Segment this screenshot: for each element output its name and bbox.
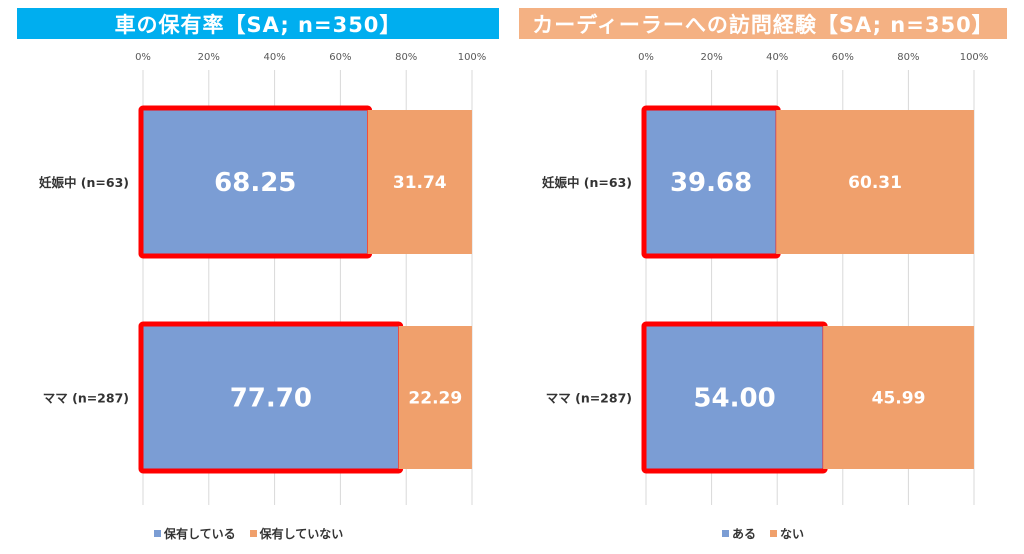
legend-label-owned: 保有している: [164, 527, 236, 541]
data-label: 22.29: [408, 389, 462, 409]
data-label: 54.00: [693, 384, 775, 414]
data-label: 39.68: [670, 168, 752, 198]
legend-swatch-owned: [154, 530, 161, 537]
legend-item-no: ない: [770, 525, 804, 542]
x-tick-label: 60%: [329, 52, 351, 63]
x-tick-label: 0%: [135, 52, 151, 63]
data-label: 31.74: [393, 173, 447, 193]
x-tick-label: 60%: [832, 52, 854, 63]
category-label: 妊娠中 (n=63): [39, 175, 129, 190]
bar-segment: [143, 326, 399, 469]
x-tick-label: 20%: [198, 52, 220, 63]
legend-label-yes: ある: [732, 527, 757, 541]
x-tick-label: 40%: [766, 52, 788, 63]
legend-swatch-yes: [722, 530, 729, 537]
bar-segment: [143, 110, 368, 254]
bar-segment: [823, 326, 974, 469]
data-label: 45.99: [872, 389, 926, 409]
legend-item-not-owned: 保有していない: [249, 525, 344, 542]
category-label: ママ (n=287): [546, 391, 632, 406]
chart-plot-dealer-visit: 0% 20% 40% 60% 80% 100% 妊娠中 (n=63) 39.68 60.31 ママ…: [542, 52, 989, 505]
chart-title: 車の保有率【SA; n=350】: [17, 8, 499, 39]
data-label: 68.25: [214, 168, 296, 198]
category-label: 妊娠中 (n=63): [542, 175, 632, 190]
legend-label-not-owned: 保有していない: [259, 527, 344, 541]
category-label: ママ (n=287): [43, 391, 129, 406]
bar-segment: [776, 110, 974, 254]
bar-segment: [646, 110, 777, 254]
chart-panel-vehicle-ownership: 車の保有率【SA; n=350】 0% 20% 40% 60% 80% 100% 妊娠中 (…: [0, 0, 510, 554]
chart-plot-vehicle-ownership: 0% 20% 40% 60% 80% 100% 妊娠中 (n=63) 68.25 31.74 ママ…: [39, 52, 487, 505]
chart-panel-dealer-visit: カーディーラーへの訪問経験【SA; n=350】 0% 20% 40% 60% 80% 1…: [510, 0, 1024, 554]
x-tick-label: 40%: [263, 52, 285, 63]
data-label: 77.70: [230, 384, 312, 414]
legend-swatch-no: [770, 530, 778, 537]
x-tick-label: 20%: [700, 52, 722, 63]
data-label: 60.31: [848, 173, 902, 193]
legend-item-owned: 保有している: [154, 525, 236, 542]
legend-label-no: ない: [780, 527, 805, 541]
legend-swatch-not-owned: [249, 530, 257, 537]
bar-segment: [646, 326, 824, 469]
chart-title: カーディーラーへの訪問経験【SA; n=350】: [519, 8, 1007, 39]
chart-legend: ある ない: [722, 525, 804, 542]
x-tick-label: 100%: [458, 52, 487, 63]
bar-segment: [398, 326, 472, 469]
legend-item-yes: ある: [722, 525, 756, 542]
x-tick-label: 0%: [638, 52, 654, 63]
bar-segment: [367, 110, 472, 254]
chart-legend: 保有している 保有していない: [154, 525, 343, 542]
x-tick-label: 80%: [395, 52, 417, 63]
x-tick-label: 100%: [960, 52, 989, 63]
x-tick-label: 80%: [897, 52, 919, 63]
